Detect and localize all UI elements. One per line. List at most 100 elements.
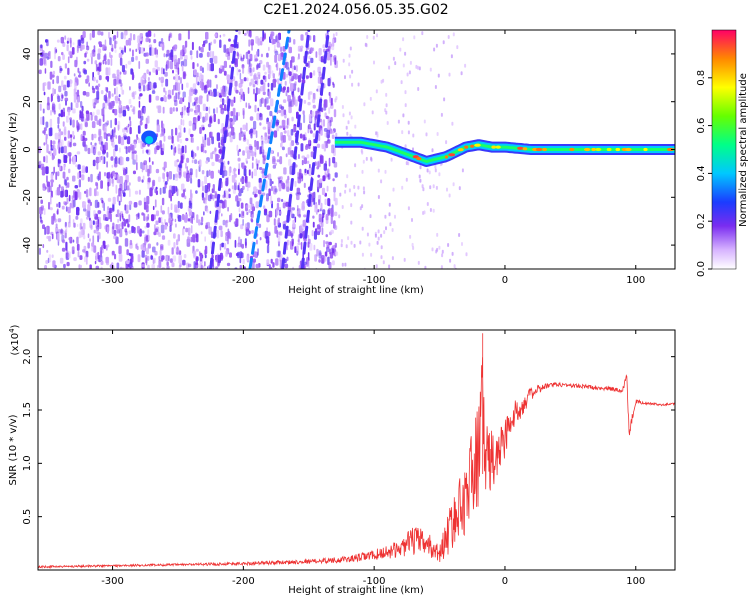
spectrogram-noise-cell — [43, 127, 47, 132]
spectrogram-noise-cell — [89, 187, 92, 197]
spectrogram-noise-cell — [267, 121, 271, 130]
spectrogram-noise-cell — [107, 206, 110, 211]
spectrogram-noise-cell — [175, 251, 180, 255]
spectrogram-noise-cell — [51, 106, 55, 110]
spectrogram-noise-cell — [228, 167, 231, 177]
spectrogram-noise-cell — [76, 151, 81, 155]
spectrogram-noise-cell — [125, 146, 128, 154]
spectrogram-noise-cell — [238, 188, 241, 193]
spectrogram-noise-cell — [126, 249, 129, 256]
spectrogram-noise-cell — [220, 128, 223, 134]
spectrogram-faint-cell — [447, 243, 450, 247]
spectrogram-noise-cell — [38, 164, 41, 169]
spectrogram-noise-cell — [54, 88, 56, 95]
spectrogram-noise-cell — [117, 124, 120, 131]
spectrogram-noise-cell — [73, 93, 77, 103]
spectrogram-noise-cell — [270, 149, 274, 154]
spectrogram-noise-cell — [268, 266, 273, 269]
spectrogram-noise-cell — [334, 225, 338, 230]
spectrogram-noise-cell — [208, 169, 211, 176]
spectrogram-noise-cell — [167, 135, 172, 140]
spectrogram-noise-cell — [242, 211, 244, 217]
spectrogram-noise-cell — [112, 141, 115, 148]
spectrogram-noise-cell — [196, 50, 199, 59]
spectrogram-noise-cell — [216, 107, 218, 114]
spectrogram-noise-cell — [160, 97, 164, 102]
spectrogram-noise-cell — [298, 154, 300, 160]
snr-series-line — [38, 333, 675, 569]
spectrogram-noise-cell — [171, 218, 174, 222]
spectrogram-noise-cell — [76, 236, 79, 244]
spectrogram-noise-cell — [258, 159, 260, 164]
spectrogram-faint-cell — [411, 242, 414, 247]
spectrogram-faint-cell — [443, 97, 446, 102]
spectrogram-noise-cell — [134, 90, 137, 95]
spectrogram-noise-cell — [65, 225, 68, 231]
spectrogram-noise-cell — [148, 38, 151, 43]
spectrogram-noise-cell — [106, 161, 108, 168]
spectrogram-noise-cell — [190, 177, 193, 184]
spectrogram-noise-cell — [143, 201, 147, 210]
spectrogram-noise-cell — [141, 230, 145, 234]
spectrogram-noise-cell — [145, 52, 149, 57]
spectrogram-noise-cell — [315, 51, 318, 58]
spectrogram-faint-cell — [353, 185, 356, 189]
spectrogram-noise-cell — [60, 228, 63, 234]
spectrogram-noise-cell — [177, 144, 181, 151]
spectrogram-faint-cell — [380, 233, 383, 238]
spectrogram-noise-cell — [311, 230, 314, 237]
spectrogram-noise-cell — [301, 159, 304, 166]
spectrogram-noise-cell — [266, 197, 269, 202]
spectrogram-noise-cell — [261, 144, 264, 153]
spectrogram-noise-cell — [120, 86, 123, 91]
spectrogram-noise-cell — [211, 91, 214, 97]
spectrogram-noise-cell — [48, 201, 51, 210]
spectrogram-noise-cell — [128, 200, 133, 205]
spectrogram-noise-cell — [208, 106, 211, 114]
spectrogram-faint-cell — [423, 210, 426, 215]
spectrogram-noise-cell — [233, 108, 236, 117]
spectrogram-noise-cell — [113, 235, 117, 240]
spectrogram-faint-cell — [402, 37, 405, 42]
spectrogram-faint-cell — [350, 220, 353, 225]
spectrogram-noise-cell — [72, 42, 75, 46]
spectrogram-noise-cell — [58, 159, 62, 164]
spectrogram-noise-cell — [267, 240, 270, 246]
spectrogram-noise-cell — [47, 81, 51, 90]
spectrogram-noise-cell — [238, 197, 242, 202]
spectrogram-faint-cell — [402, 63, 405, 68]
spectrogram-noise-cell — [55, 189, 58, 196]
spectrogram-noise-cell — [192, 83, 197, 90]
spectrogram-noise-cell — [264, 75, 267, 83]
spectrogram-noise-cell — [182, 97, 185, 102]
spectrogram-noise-cell — [300, 143, 304, 152]
spectrogram-noise-cell — [284, 263, 289, 269]
spectrogram-noise-cell — [199, 95, 203, 105]
spectrogram-ridge-peak — [591, 147, 596, 152]
spectrogram-noise-cell — [219, 34, 222, 38]
spectrogram-noise-cell — [198, 219, 201, 226]
spectrogram-noise-cell — [283, 109, 287, 115]
spectrogram-noise-cell — [110, 47, 114, 52]
spectrogram-noise-cell — [162, 172, 165, 180]
spectrogram-noise-cell — [284, 80, 287, 86]
spectrogram-noise-cell — [62, 84, 67, 91]
spectrogram-faint-cell — [401, 130, 404, 135]
spectrogram-noise-cell — [166, 174, 169, 182]
spectrogram-faint-cell — [384, 169, 387, 174]
spectrogram-noise-cell — [153, 257, 156, 264]
spectrogram-noise-cell — [238, 168, 240, 175]
spectrogram-noise-cell — [191, 159, 194, 164]
spectrogram-noise-cell — [242, 124, 246, 130]
spectrogram-noise-cell — [98, 222, 102, 230]
spectrogram-noise-cell — [83, 60, 87, 65]
spectrogram-noise-cell — [285, 201, 289, 207]
spectrogram-faint-cell — [357, 82, 360, 87]
spectrogram-noise-cell — [68, 214, 71, 224]
spectrogram-noise-cell — [269, 178, 272, 187]
spectrogram-noise-cell — [229, 136, 233, 143]
spectrogram-noise-cell — [245, 241, 247, 249]
spectrogram-noise-cell — [267, 64, 270, 74]
spectrogram-noise-cell — [331, 245, 335, 249]
spectrogram-noise-cell — [327, 122, 331, 131]
